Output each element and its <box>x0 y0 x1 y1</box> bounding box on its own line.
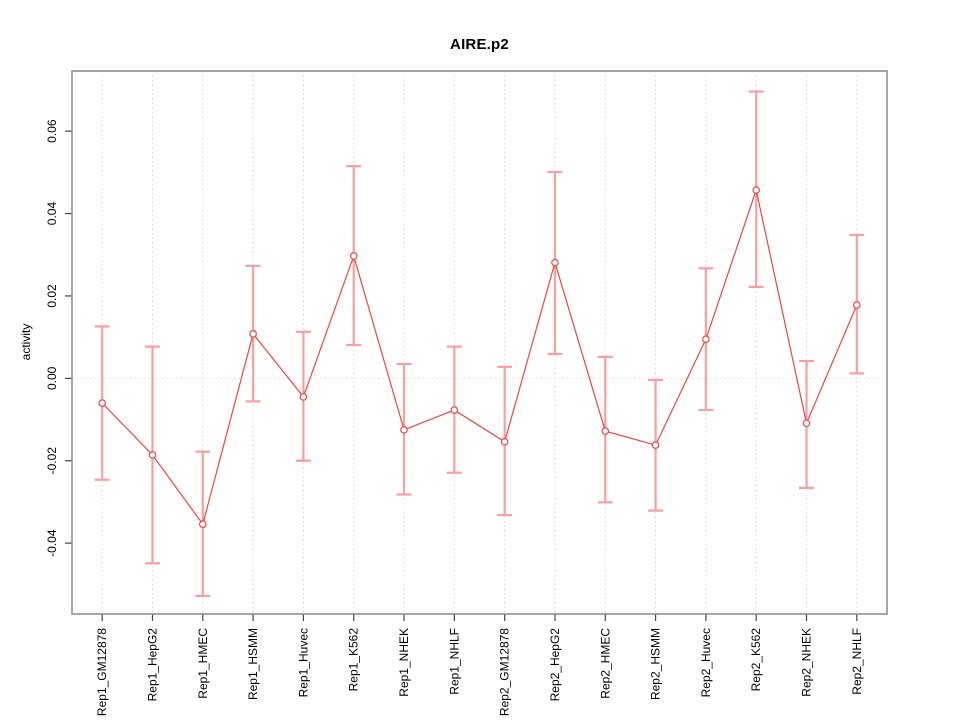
data-point <box>450 406 459 414</box>
data-point <box>148 451 157 459</box>
x-tick-label: Rep2_K562 <box>749 628 763 692</box>
x-tick-label: Rep2_HepG2 <box>548 628 562 702</box>
data-point <box>853 301 861 309</box>
y-tick-label: 0.02 <box>45 284 59 308</box>
data-point <box>249 330 257 338</box>
x-tick-label: Rep1_NHLF <box>447 628 461 695</box>
data-point <box>601 427 610 435</box>
y-tick-label: -0.04 <box>45 529 59 557</box>
x-tick-label: Rep1_K562 <box>347 628 361 692</box>
series-line <box>101 187 858 526</box>
data-point <box>349 252 358 260</box>
data-point <box>752 186 760 194</box>
x-tick-label: Rep2_NHEK <box>800 628 814 697</box>
data-point <box>98 399 106 407</box>
x-tick-label: Rep2_NHLF <box>850 628 864 695</box>
y-tick-label: 0.00 <box>45 366 59 390</box>
x-tick-label: Rep2_HSMM <box>649 628 663 700</box>
x-tick-label: Rep1_HepG2 <box>145 628 159 702</box>
x-tick-label: Rep2_HMEC <box>598 628 612 699</box>
y-tick-label: 0.04 <box>45 202 59 226</box>
data-point <box>551 258 559 267</box>
y-tick-label: 0.06 <box>45 119 59 143</box>
y-axis-label: activity <box>19 323 33 361</box>
data-point <box>802 419 811 428</box>
data-point <box>500 437 509 446</box>
data-point <box>199 520 207 528</box>
data-point <box>400 426 408 434</box>
x-tick-label: Rep1_NHEK <box>397 628 411 697</box>
x-tick-label: Rep1_GM12878 <box>95 628 109 716</box>
x-tick-label: Rep1_HSMM <box>246 628 260 700</box>
x-tick-label: Rep2_Huvec <box>699 628 713 697</box>
x-tick-label: Rep2_GM12878 <box>498 628 512 716</box>
data-point <box>299 393 308 401</box>
plot-border <box>71 70 888 615</box>
data-point <box>651 441 660 449</box>
x-tick-label: Rep1_Huvec <box>296 628 310 697</box>
x-tick-label: Rep1_HMEC <box>196 628 210 699</box>
data-point <box>702 335 710 344</box>
chart-title: AIRE.p2 <box>450 36 509 53</box>
y-tick-label: -0.02 <box>45 447 59 475</box>
